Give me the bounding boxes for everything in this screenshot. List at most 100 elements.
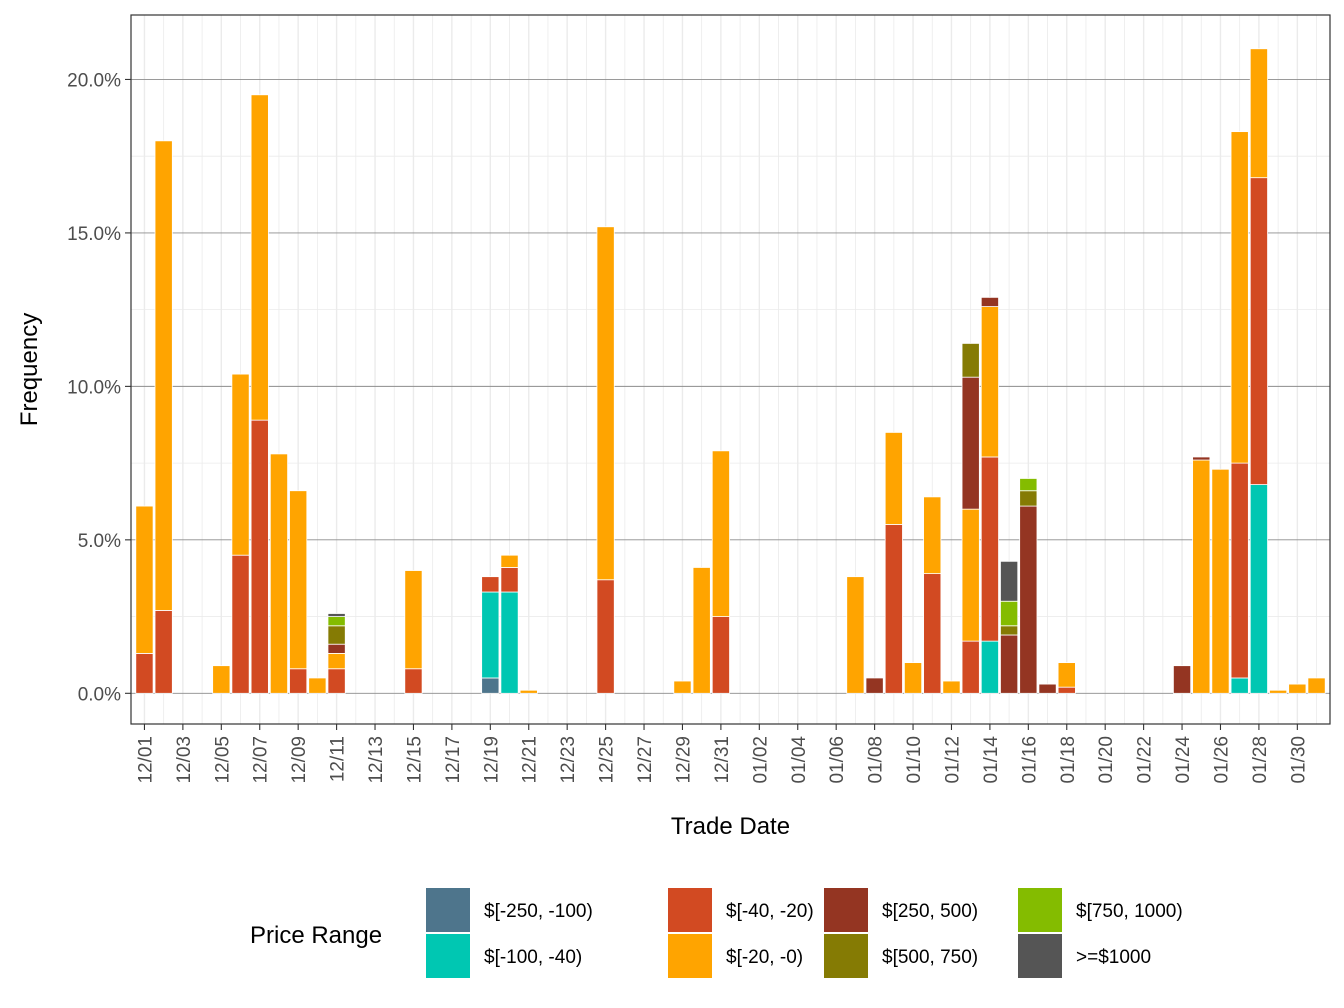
bar-segment [1057, 662, 1076, 688]
bar-segment [289, 668, 308, 694]
bar-segment [500, 554, 519, 568]
bar-segment [1019, 478, 1038, 492]
legend-key [824, 888, 868, 932]
x-tick-label: 12/09 [289, 736, 310, 784]
x-tick-label: 12/23 [558, 736, 579, 784]
x-tick-label: 12/21 [520, 736, 541, 784]
x-tick-label: 01/28 [1250, 736, 1271, 784]
x-tick-label: 01/26 [1211, 736, 1232, 784]
x-tick-label: 01/08 [866, 736, 887, 784]
bar-segment [327, 653, 346, 670]
bar-segment [1000, 600, 1019, 627]
bar-segment [250, 94, 269, 421]
bar-segment [596, 226, 615, 581]
x-tick-label: 01/04 [789, 736, 810, 784]
bar-segment [923, 573, 942, 694]
bar-segment [1057, 686, 1076, 694]
bar-segment [1307, 677, 1326, 694]
bar-segment [980, 640, 999, 694]
bar-segment [1249, 484, 1268, 694]
bar-segment [980, 306, 999, 458]
bar-segment [404, 570, 423, 670]
legend-label: $[-20, -0) [726, 947, 803, 968]
legend-label: $[-250, -100) [484, 901, 593, 922]
bar-segment [327, 613, 346, 617]
bar-segment [1038, 683, 1057, 694]
bar-segment [1269, 689, 1288, 694]
x-tick-label: 01/22 [1135, 736, 1156, 784]
x-axis: 12/01 12/03 12/05 12/07 12/09 12/11 12/13 12/15… [135, 724, 1309, 784]
bar-segment [289, 490, 308, 670]
bar-segment [500, 591, 519, 694]
legend-label: $[-40, -20) [726, 901, 814, 922]
x-tick-label: 12/29 [673, 736, 694, 784]
bar-segment [135, 653, 154, 694]
bar-segment [961, 343, 980, 378]
bar-segment [980, 456, 999, 642]
y-axis: 0.0% 5.0% 10.0% 15.0% 20.0% [67, 70, 131, 705]
y-tick-label: 10.0% [67, 377, 121, 398]
bar-segment [154, 140, 173, 611]
x-tick-label: 01/02 [750, 736, 771, 784]
legend-key [1018, 934, 1062, 978]
grid [131, 15, 1330, 724]
bar-segment [923, 496, 942, 575]
bar-segment [1192, 456, 1211, 461]
bars [135, 48, 1326, 694]
legend-label: $[250, 500) [882, 901, 978, 922]
bar-segment [212, 665, 231, 694]
bar-segment [884, 524, 903, 694]
bar-segment [1192, 459, 1211, 694]
bar-segment [250, 419, 269, 694]
x-tick-label: 01/18 [1058, 736, 1079, 784]
bar-segment [942, 680, 961, 694]
bar-segment [1249, 177, 1268, 485]
bar-segment [1249, 48, 1268, 179]
bar-segment [327, 616, 346, 627]
x-tick-label: 01/14 [981, 736, 1002, 784]
legend-label: $[-100, -40) [484, 947, 582, 968]
x-tick-label: 12/15 [404, 736, 425, 784]
bar-segment [884, 432, 903, 525]
bar-segment [692, 567, 711, 694]
bar-segment [308, 677, 327, 694]
x-tick-label: 12/05 [212, 736, 233, 784]
bar-segment [1230, 462, 1249, 679]
y-tick-label: 5.0% [78, 531, 121, 552]
bar-segment [961, 376, 980, 510]
x-tick-label: 12/13 [366, 736, 387, 784]
x-tick-label: 12/27 [635, 736, 656, 784]
bar-segment [1172, 665, 1192, 694]
bar-segment [500, 567, 519, 593]
bar-segment [1000, 625, 1019, 636]
x-tick-label: 01/06 [827, 736, 848, 784]
legend-label: $[500, 750) [882, 947, 978, 968]
bar-segment [1019, 505, 1038, 694]
bar-segment [481, 576, 500, 593]
x-tick-label: 01/30 [1288, 736, 1309, 784]
bar-segment [1211, 468, 1230, 694]
panel-border [130, 14, 1331, 725]
legend-label: $[750, 1000) [1076, 901, 1183, 922]
bar-segment [961, 508, 980, 642]
bar-segment [481, 591, 500, 679]
bar-segment [1230, 131, 1249, 464]
bar-segment [673, 680, 692, 694]
x-tick-label: 12/11 [328, 736, 349, 782]
x-tick-label: 01/12 [942, 736, 963, 784]
x-tick-label: 01/20 [1096, 736, 1117, 784]
bar-segment [135, 505, 154, 654]
x-tick-label: 01/24 [1173, 736, 1194, 784]
x-tick-label: 12/31 [712, 736, 733, 784]
legend-key [1018, 888, 1062, 932]
bar-segment [519, 689, 538, 694]
bar-segment [980, 296, 999, 307]
y-tick-label: 20.0% [67, 70, 121, 91]
legend: Price Range $[-250, -100) $[-100, -40) $[-… [250, 888, 1183, 978]
bar-segment [1288, 683, 1307, 694]
legend-title: Price Range [250, 922, 382, 949]
bar-segment [1000, 634, 1019, 694]
legend-key [668, 934, 712, 978]
bar-segment [481, 677, 500, 694]
